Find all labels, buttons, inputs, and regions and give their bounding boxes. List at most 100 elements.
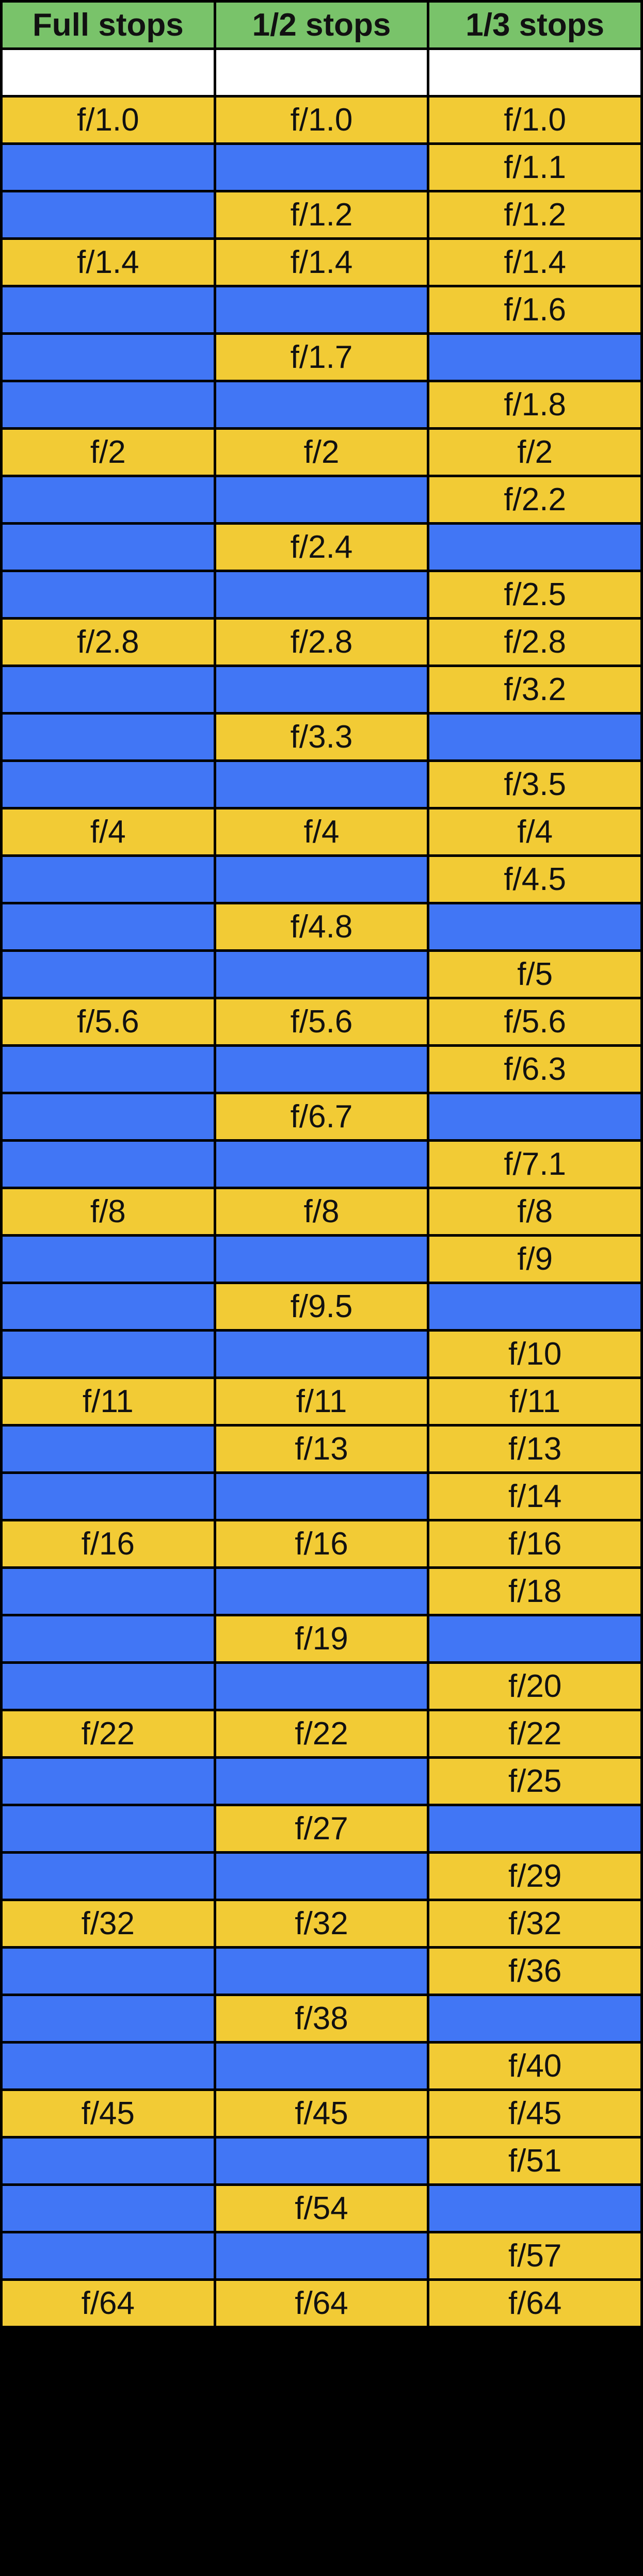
- full-stop-cell: f/2: [0, 427, 216, 477]
- table-row: f/10: [0, 1329, 643, 1379]
- table-row: f/1.2 f/1.2: [0, 190, 643, 240]
- half-stop-cell: [213, 285, 430, 335]
- full-stop-cell: [0, 1092, 216, 1142]
- half-stop-cell: [213, 1234, 430, 1284]
- third-stop-cell: f/2.5: [427, 570, 643, 620]
- blank-row: [0, 47, 643, 98]
- table-row: f/22 f/22 f/22: [0, 1709, 643, 1759]
- full-stop-cell: f/1.4: [0, 237, 216, 287]
- third-stop-cell: [427, 1614, 643, 1664]
- table-row: f/5: [0, 949, 643, 999]
- table-row: f/2.2: [0, 475, 643, 525]
- half-stop-cell: [213, 759, 430, 809]
- half-stop-cell: f/64: [213, 2278, 430, 2328]
- full-stop-cell: f/8: [0, 1187, 216, 1237]
- table-row: f/5.6 f/5.6 f/5.6: [0, 997, 643, 1047]
- third-stop-cell: f/22: [427, 1709, 643, 1759]
- full-stop-cell: [0, 2136, 216, 2186]
- header-half-stops: 1/2 stops: [213, 0, 430, 50]
- third-stop-cell: f/1.8: [427, 380, 643, 430]
- half-stop-cell: [213, 854, 430, 904]
- third-stop-cell: f/4.5: [427, 854, 643, 904]
- third-stop-cell: f/1.6: [427, 285, 643, 335]
- third-stop-cell: [427, 1092, 643, 1142]
- table-row: f/16 f/16 f/16: [0, 1519, 643, 1569]
- half-stop-cell: f/2.8: [213, 617, 430, 667]
- table-row: f/14: [0, 1471, 643, 1521]
- full-stop-cell: [0, 1329, 216, 1379]
- half-stop-cell: f/6.7: [213, 1092, 430, 1142]
- full-stop-cell: [0, 475, 216, 525]
- third-stop-cell: f/25: [427, 1756, 643, 1806]
- half-stop-cell: [213, 1139, 430, 1189]
- third-stop-cell: [427, 332, 643, 382]
- third-stop-cell: f/29: [427, 1851, 643, 1901]
- third-stop-cell: f/64: [427, 2278, 643, 2328]
- table-row: f/1.6: [0, 285, 643, 335]
- third-stop-cell: f/10: [427, 1329, 643, 1379]
- half-stop-cell: f/3.3: [213, 712, 430, 762]
- third-stop-cell: f/2.8: [427, 617, 643, 667]
- third-stop-cell: f/1.2: [427, 190, 643, 240]
- table-row: f/36: [0, 1946, 643, 1996]
- half-stop-cell: f/27: [213, 1804, 430, 1854]
- third-stop-cell: f/57: [427, 2231, 643, 2281]
- full-stop-cell: [0, 1804, 216, 1854]
- full-stop-cell: f/11: [0, 1376, 216, 1427]
- table-row: f/2 f/2 f/2: [0, 427, 643, 477]
- table-row: f/11 f/11 f/11: [0, 1376, 643, 1427]
- third-stop-cell: f/40: [427, 2041, 643, 2091]
- half-stop-cell: f/1.4: [213, 237, 430, 287]
- full-stop-cell: [0, 2231, 216, 2281]
- table-row: f/3.3: [0, 712, 643, 762]
- half-stop-cell: f/4.8: [213, 902, 430, 952]
- third-stop-cell: f/16: [427, 1519, 643, 1569]
- table-row: f/54: [0, 2183, 643, 2233]
- table-row: f/9.5: [0, 1282, 643, 1332]
- half-stop-cell: [213, 1851, 430, 1901]
- full-stop-cell: [0, 142, 216, 192]
- full-stop-cell: [0, 1044, 216, 1094]
- fstop-table: Full stops 1/2 stops 1/3 stops f/1.0 f/1.…: [0, 0, 643, 2328]
- third-stop-cell: f/7.1: [427, 1139, 643, 1189]
- third-stop-cell: f/3.2: [427, 665, 643, 715]
- half-stop-cell: f/19: [213, 1614, 430, 1664]
- full-stop-cell: [0, 1566, 216, 1616]
- half-stop-cell: [213, 475, 430, 525]
- full-stop-cell: [0, 902, 216, 952]
- half-stop-cell: [213, 665, 430, 715]
- half-stop-cell: f/1.2: [213, 190, 430, 240]
- half-stop-cell: f/54: [213, 2183, 430, 2233]
- full-stop-cell: f/4: [0, 807, 216, 857]
- half-stop-cell: f/38: [213, 1994, 430, 2044]
- full-stop-cell: f/64: [0, 2278, 216, 2328]
- half-stop-cell: f/22: [213, 1709, 430, 1759]
- table-row: f/51: [0, 2136, 643, 2186]
- half-stop-cell: f/9.5: [213, 1282, 430, 1332]
- table-row: f/27: [0, 1804, 643, 1854]
- full-stop-cell: [0, 2183, 216, 2233]
- table-row: f/1.8: [0, 380, 643, 430]
- full-stop-cell: [0, 1756, 216, 1806]
- half-stop-cell: [213, 949, 430, 999]
- header-third-stops: 1/3 stops: [427, 0, 643, 50]
- table-row: f/2.4: [0, 522, 643, 572]
- half-stop-cell: f/32: [213, 1899, 430, 1949]
- third-stop-cell: [427, 2183, 643, 2233]
- half-stop-cell: [213, 1566, 430, 1616]
- full-stop-cell: [0, 712, 216, 762]
- table-row: f/32 f/32 f/32: [0, 1899, 643, 1949]
- table-row: f/2.5: [0, 570, 643, 620]
- full-stop-cell: [0, 759, 216, 809]
- half-stop-cell: [213, 1756, 430, 1806]
- half-stop-cell: f/1.0: [213, 95, 430, 145]
- table-row: f/9: [0, 1234, 643, 1284]
- half-stop-cell: [213, 2041, 430, 2091]
- third-stop-cell: [427, 1804, 643, 1854]
- table-row: f/25: [0, 1756, 643, 1806]
- half-stop-cell: f/5.6: [213, 997, 430, 1047]
- third-stop-cell: f/4: [427, 807, 643, 857]
- full-stop-cell: [0, 665, 216, 715]
- third-stop-cell: f/13: [427, 1424, 643, 1474]
- third-stop-cell: [427, 1282, 643, 1332]
